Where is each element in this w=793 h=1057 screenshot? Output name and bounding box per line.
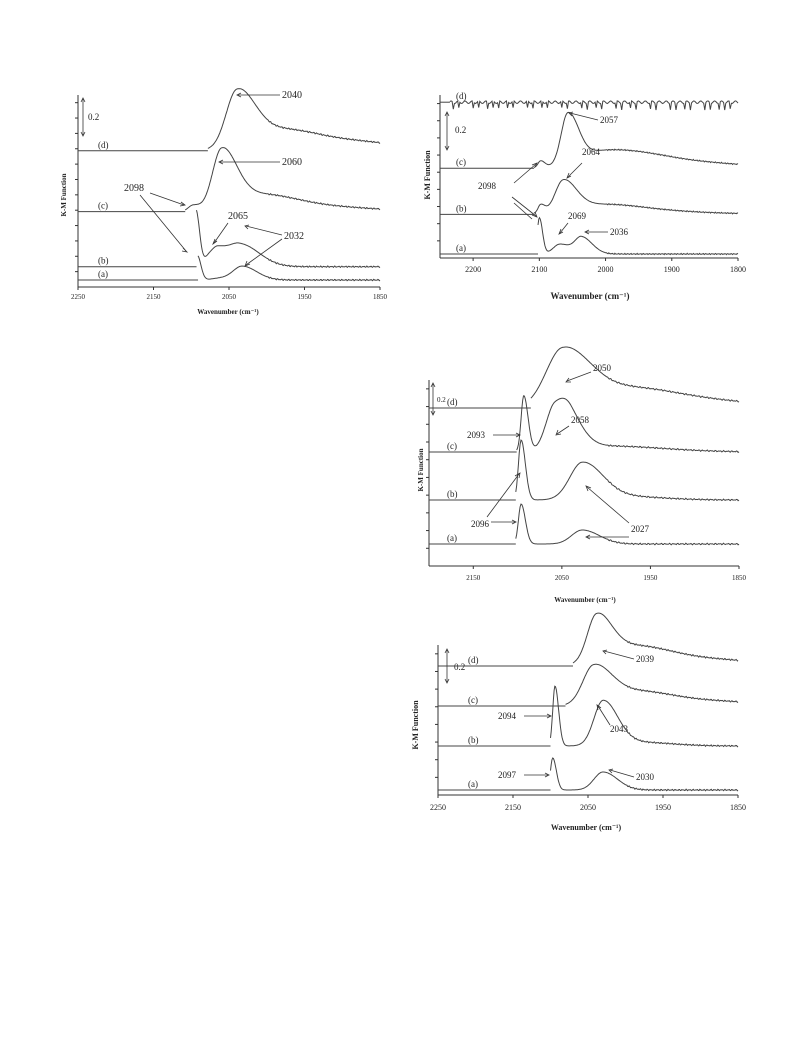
series-line-b (533, 179, 739, 215)
x-tick-label-2250: 2250 (71, 293, 86, 301)
x-tick-label-1850: 1850 (732, 574, 747, 582)
x-tick-label-1950: 1950 (655, 803, 671, 812)
x-tick-label-2000: 2000 (598, 265, 614, 274)
annotation-2027: 2027 (631, 524, 650, 534)
series-line-a (515, 503, 740, 546)
x-tick-label-1950: 1950 (298, 293, 313, 301)
x-tick-label-1850: 1850 (730, 803, 746, 812)
annotation-2043: 2043 (610, 724, 629, 734)
x-tick-label-1800: 1800 (730, 265, 746, 274)
series-line-a (550, 757, 739, 792)
chart-panel-2: K-M Function 2200 2100 2000 1900 1800 0.2 (a… (423, 91, 746, 301)
annotation-2098: 2098 (124, 183, 144, 194)
annotation-2058: 2058 (571, 415, 590, 425)
series-line-d (207, 88, 381, 149)
series-line-b (515, 439, 740, 502)
scale-bar-label: 0.2 (455, 125, 466, 135)
x-tick-label-2250: 2250 (430, 803, 446, 812)
series-line-a (197, 255, 381, 282)
x-tick-label-1950: 1950 (643, 574, 658, 582)
y-axis-label: K-M Function (417, 448, 425, 491)
annotation-2032: 2032 (284, 231, 304, 242)
annotation-2065: 2065 (228, 211, 248, 222)
annotation-2040: 2040 (282, 90, 302, 101)
annotation-2064: 2064 (582, 147, 601, 157)
y-axis-label: K-M Function (423, 150, 432, 200)
series-label-c: (c) (468, 695, 478, 705)
annotation-2094: 2094 (498, 711, 517, 721)
series-label-d: (d) (456, 91, 467, 101)
series-line-a (537, 216, 739, 256)
series-label-b: (b) (468, 735, 479, 745)
annotations: 2050 2058 2093 2096 2027 (467, 363, 650, 540)
x-tick-label-1850: 1850 (373, 293, 388, 301)
series-label-b: (b) (98, 256, 109, 266)
series-label-d: (d) (98, 140, 109, 150)
annotation-2036: 2036 (610, 227, 629, 237)
series-line-c (565, 663, 739, 705)
annotations: 2039 2094 2043 2097 2030 (498, 649, 655, 782)
annotation-2057: 2057 (600, 115, 619, 125)
series-line-d (572, 612, 739, 664)
x-tick-label-2100: 2100 (531, 265, 547, 274)
x-tick-label-2050: 2050 (222, 293, 237, 301)
scale-bar-label: 0.2 (454, 662, 465, 672)
series-label-a: (a) (468, 779, 478, 789)
x-tick-label-2200: 2200 (465, 265, 481, 274)
series-line-c (184, 147, 381, 211)
annotation-2097: 2097 (498, 770, 517, 780)
series-label-a: (a) (456, 243, 466, 253)
x-axis-label: Wavenumber (cm⁻¹) (551, 823, 622, 832)
annotation-2098: 2098 (478, 181, 497, 191)
y-axis-label: K-M Function (411, 700, 420, 750)
series-label-d: (d) (468, 655, 479, 665)
scale-bar: 0.2 (80, 97, 99, 137)
y-axis-label: K-M Function (60, 173, 68, 216)
annotation-2060: 2060 (282, 157, 302, 168)
x-tick-label-2150: 2150 (466, 574, 481, 582)
series-label-c: (c) (447, 441, 457, 451)
annotation-2030: 2030 (636, 772, 655, 782)
x-tick-label-1900: 1900 (664, 265, 680, 274)
series-label-c: (c) (456, 157, 466, 167)
annotation-2069: 2069 (568, 211, 587, 221)
x-tick-label-2050: 2050 (580, 803, 596, 812)
series-line-b (550, 685, 739, 748)
annotation-2096: 2096 (471, 519, 490, 529)
annotations: 2057 2064 2098 2069 2036 (478, 111, 629, 237)
series-label-d: (d) (447, 397, 458, 407)
series-line-d (530, 346, 740, 403)
series-label-b: (b) (447, 489, 458, 499)
scale-bar-label: 0.2 (88, 112, 99, 122)
annotations: 2040 2060 2098 2065 2032 (124, 90, 304, 267)
x-axis-label: Wavenumber (cm⁻¹) (554, 596, 616, 604)
chart-panel-1: K-M Function 2250 2150 2050 1950 1850 0.2 (a… (60, 88, 388, 316)
annotation-2039: 2039 (636, 654, 655, 664)
annotation-2050: 2050 (593, 363, 612, 373)
series-line-d (449, 99, 739, 111)
chart-panel-4: K-M Function 2250 2150 2050 1950 1850 0.2 (a… (411, 612, 746, 832)
series-label-a: (a) (447, 533, 457, 543)
scale-bar: 0.2 (430, 382, 446, 416)
series-label-b: (b) (456, 203, 467, 213)
series-label-c: (c) (98, 201, 108, 211)
chart-panel-3: K-M Function 2150 2050 1950 1850 0.2 (a) (b)… (417, 346, 747, 604)
scale-bar: 0.2 (444, 111, 466, 151)
x-tick-label-2050: 2050 (555, 574, 570, 582)
series-label-a: (a) (98, 269, 108, 279)
x-tick-label-2150: 2150 (147, 293, 162, 301)
x-axis-label: Wavenumber (cm⁻¹) (550, 291, 629, 301)
x-axis-label: Wavenumber (cm⁻¹) (197, 308, 259, 316)
scale-bar-label: 0.2 (437, 396, 446, 404)
series-line-c (516, 395, 740, 454)
series-line-c (533, 111, 739, 168)
x-tick-label-2150: 2150 (505, 803, 521, 812)
annotation-2093: 2093 (467, 430, 486, 440)
series-line-b (196, 209, 381, 269)
